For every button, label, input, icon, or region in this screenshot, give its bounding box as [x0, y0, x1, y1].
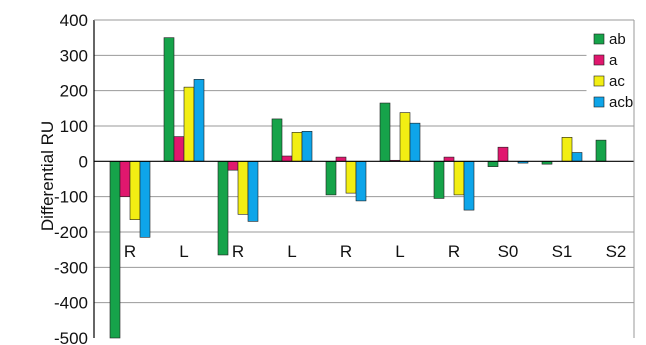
category-label: R — [232, 242, 244, 261]
legend-swatch-ab — [593, 33, 605, 45]
bar-a-1 — [173, 136, 185, 162]
legend-label-ab: ab — [609, 31, 626, 48]
y-tick-label: -200 — [54, 223, 88, 242]
y-tick-label: -400 — [54, 294, 88, 313]
legend-label-a: a — [609, 52, 618, 69]
y-tick-label: -300 — [54, 258, 88, 277]
bar-ac-3 — [291, 132, 303, 162]
y-tick-label: 100 — [60, 117, 88, 136]
legend-label-ac: ac — [609, 73, 625, 90]
y-tick-label: 0 — [79, 152, 88, 171]
bar-ac-2 — [237, 161, 249, 215]
bar-ab-4 — [325, 161, 337, 196]
bar-ac-8 — [561, 137, 573, 162]
bar-ab-7 — [487, 161, 499, 167]
bar-acb-6 — [463, 161, 475, 211]
bar-ab-5 — [379, 102, 391, 162]
category-labels: R L R L R L R S0 S1 S2 — [124, 242, 627, 261]
y-tick-label: -100 — [54, 188, 88, 207]
axes — [93, 19, 635, 338]
legend-swatch-a — [593, 54, 605, 66]
bar-ac-5 — [399, 112, 411, 162]
bar-a-6 — [443, 156, 455, 162]
category-label: L — [179, 242, 188, 261]
bar-ac-6 — [453, 161, 465, 196]
bar-acb-4 — [355, 161, 367, 202]
bar-ab-2 — [217, 161, 229, 256]
bar-a-7 — [497, 146, 509, 162]
legend-swatch-acb — [593, 96, 605, 108]
bar-acb-3 — [301, 131, 313, 162]
legend-label-acb: acb — [609, 94, 633, 111]
bar-ac-0 — [129, 161, 141, 220]
y-tick-label: 400 — [60, 11, 88, 30]
y-tick-label: 300 — [60, 46, 88, 65]
category-label: S1 — [552, 242, 573, 261]
bar-ac-1 — [183, 86, 195, 162]
category-label: R — [124, 242, 136, 261]
category-label: L — [287, 242, 296, 261]
category-label: R — [340, 242, 352, 261]
bar-ab-3 — [271, 118, 283, 162]
bar-a-2 — [227, 161, 239, 171]
bar-ab-6 — [433, 161, 445, 199]
y-tick-label: 200 — [60, 82, 88, 101]
bars — [109, 37, 607, 339]
bar-acb-0 — [139, 161, 151, 238]
bar-a-0 — [119, 161, 131, 197]
bar-ab-0 — [109, 161, 121, 339]
legend: ab a ac acb — [586, 27, 634, 123]
bar-acb-8 — [571, 152, 583, 162]
category-label: S2 — [606, 242, 627, 261]
bar-acb-1 — [193, 79, 205, 162]
y-tick-label: -500 — [54, 329, 88, 345]
bar-ab-9 — [595, 139, 607, 162]
y-axis-label: Differential RU — [38, 121, 57, 231]
bar-acb-5 — [409, 122, 421, 162]
bar-a-3 — [281, 155, 293, 162]
bar-a-4 — [335, 156, 347, 162]
y-tick-labels: 400 300 200 100 0 -100 -200 -300 -400 -500 — [54, 11, 88, 345]
legend-swatch-ac — [593, 75, 605, 87]
category-label: S0 — [498, 242, 519, 261]
bar-ac-4 — [345, 161, 357, 194]
category-label: L — [395, 242, 404, 261]
category-label: R — [448, 242, 460, 261]
bar-acb-2 — [247, 161, 259, 222]
bar-ab-1 — [163, 37, 175, 162]
